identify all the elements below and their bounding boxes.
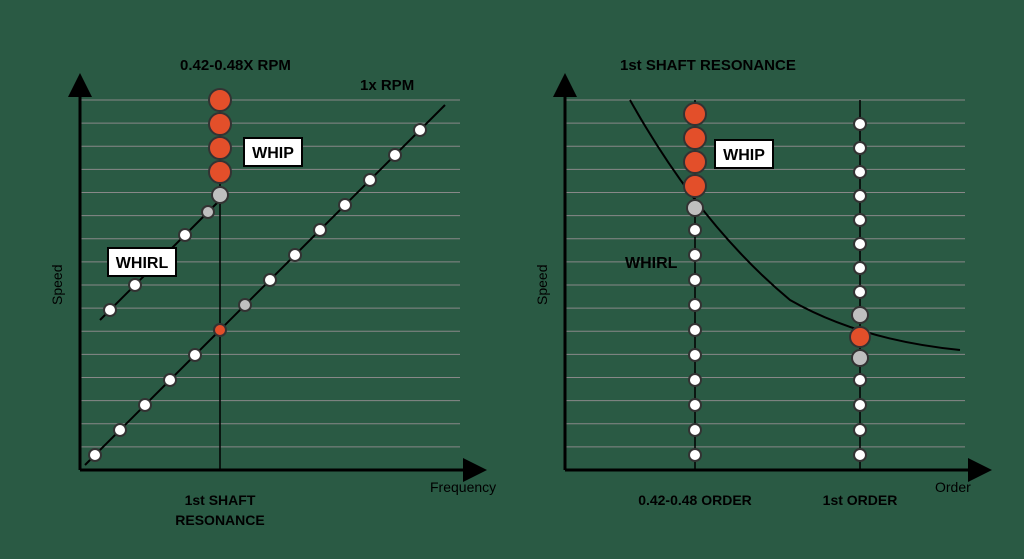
data-point xyxy=(689,449,701,461)
bottom-label: 0.42-0.48 ORDER xyxy=(638,492,752,508)
data-point xyxy=(414,124,426,136)
data-point xyxy=(214,324,226,336)
data-point xyxy=(689,249,701,261)
resonance-curve xyxy=(630,100,960,350)
data-point xyxy=(854,374,866,386)
data-point xyxy=(689,349,701,361)
data-point xyxy=(389,149,401,161)
data-point xyxy=(164,374,176,386)
data-point xyxy=(850,327,870,347)
data-point xyxy=(104,304,116,316)
data-point xyxy=(854,286,866,298)
data-point xyxy=(689,324,701,336)
data-point xyxy=(854,142,866,154)
data-point xyxy=(684,151,706,173)
data-point xyxy=(684,103,706,125)
data-point xyxy=(209,137,231,159)
data-point xyxy=(854,399,866,411)
data-point xyxy=(689,224,701,236)
data-point xyxy=(689,299,701,311)
data-point xyxy=(687,200,703,216)
data-point xyxy=(854,214,866,226)
data-point xyxy=(129,279,141,291)
data-point xyxy=(854,424,866,436)
data-point xyxy=(114,424,126,436)
data-point xyxy=(684,175,706,197)
top-label: 1st SHAFT RESONANCE xyxy=(620,57,796,74)
data-point xyxy=(854,190,866,202)
label-box-text: WHIP xyxy=(252,145,294,162)
top-label: 1x RPM xyxy=(360,77,414,94)
data-point xyxy=(239,299,251,311)
data-point xyxy=(202,206,214,218)
data-point xyxy=(264,274,276,286)
data-point xyxy=(314,224,326,236)
data-point xyxy=(689,424,701,436)
x-axis-label: Order xyxy=(935,479,971,495)
label-box-text: WHIP xyxy=(723,147,765,164)
data-point xyxy=(139,399,151,411)
data-point xyxy=(684,127,706,149)
data-point xyxy=(689,374,701,386)
data-point xyxy=(852,350,868,366)
data-point xyxy=(689,274,701,286)
y-axis-label: Speed xyxy=(49,265,65,305)
diagram-canvas: Frequency Speed 0.42-0.48X RPM 1x RPM 1st SH… xyxy=(0,0,1024,559)
data-point xyxy=(364,174,376,186)
data-point xyxy=(852,307,868,323)
bottom-label: 1st SHAFT xyxy=(185,492,256,508)
data-point xyxy=(339,199,351,211)
data-point xyxy=(289,249,301,261)
data-point xyxy=(212,187,228,203)
data-point xyxy=(854,166,866,178)
data-point xyxy=(854,118,866,130)
top-label: 0.42-0.48X RPM xyxy=(180,57,291,74)
bottom-label: RESONANCE xyxy=(175,512,264,528)
x-axis-label: Frequency xyxy=(430,479,496,495)
data-point xyxy=(89,449,101,461)
data-point xyxy=(209,161,231,183)
y-axis-label: Speed xyxy=(534,265,550,305)
data-point xyxy=(854,262,866,274)
data-point xyxy=(189,349,201,361)
bottom-label: 1st ORDER xyxy=(823,492,898,508)
data-point xyxy=(209,113,231,135)
data-point xyxy=(854,238,866,250)
data-point xyxy=(179,229,191,241)
data-point xyxy=(854,449,866,461)
label-box-text: WHIRL xyxy=(116,255,169,272)
whirl-label: WHIRL xyxy=(625,255,678,272)
data-point xyxy=(209,89,231,111)
data-point xyxy=(689,399,701,411)
